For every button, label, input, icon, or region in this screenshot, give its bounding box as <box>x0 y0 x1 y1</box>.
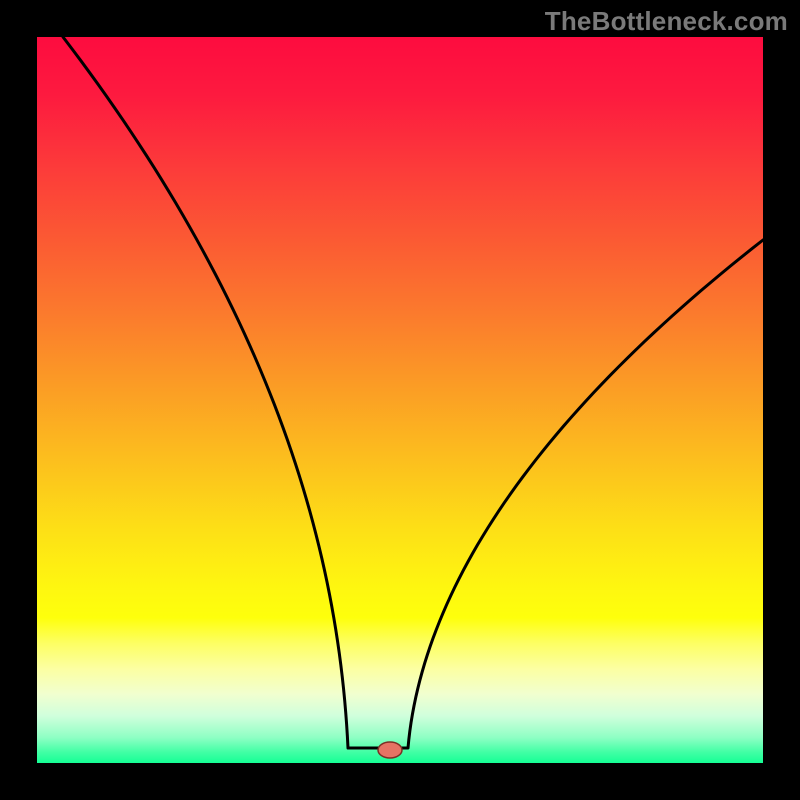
plot-background <box>37 37 763 763</box>
stage: TheBottleneck.com <box>0 0 800 800</box>
watermark-text: TheBottleneck.com <box>545 6 788 37</box>
chart-canvas <box>0 0 800 800</box>
optimal-point-marker <box>378 742 402 758</box>
